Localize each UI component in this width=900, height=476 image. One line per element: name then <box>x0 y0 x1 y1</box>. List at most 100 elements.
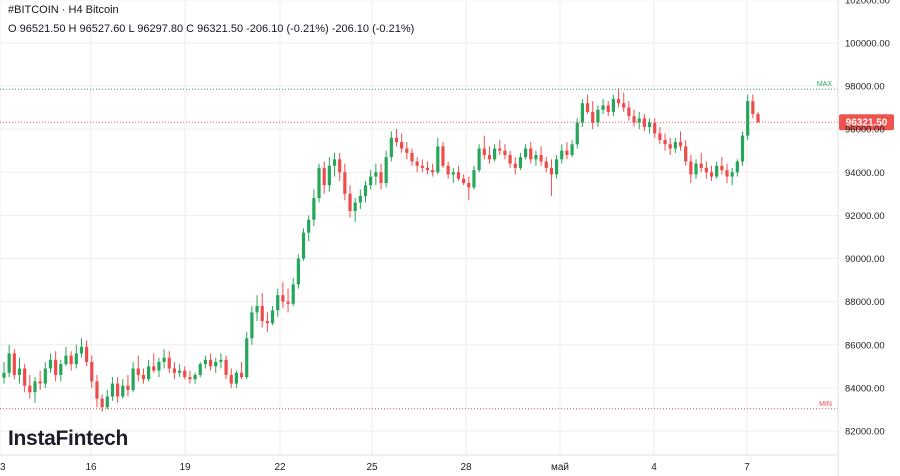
candle-body <box>673 142 677 149</box>
candle-body <box>534 155 538 160</box>
candle-body <box>585 103 590 112</box>
candle-body <box>529 148 533 160</box>
candle-body <box>616 98 621 104</box>
candle-body <box>229 374 233 384</box>
y-tick-label: 100000.00 <box>845 38 890 49</box>
candle-body <box>208 359 213 367</box>
candle-body <box>647 122 652 127</box>
candle-body <box>394 137 399 143</box>
candle-body <box>694 163 698 175</box>
candle-body <box>147 366 151 380</box>
candle-body <box>689 161 693 175</box>
candle-body <box>456 172 461 179</box>
y-tick-label: 92000.00 <box>845 211 885 222</box>
candle-body <box>332 159 337 166</box>
candle-body <box>627 107 631 117</box>
candle-body <box>131 368 135 391</box>
candle-body <box>493 148 497 160</box>
candle-body <box>446 165 450 175</box>
candle-body <box>152 366 156 371</box>
candle-body <box>7 353 11 373</box>
candle-body <box>121 385 125 397</box>
x-tick-label: 19 <box>179 462 191 473</box>
candle-body <box>167 357 171 369</box>
candle-body <box>363 185 368 196</box>
candle-body <box>296 258 300 285</box>
y-tick-label: 82000.00 <box>845 427 885 438</box>
candle-body <box>400 142 404 149</box>
candle-body <box>343 172 347 194</box>
candle-body <box>90 362 94 382</box>
candle-body <box>234 372 238 384</box>
last-price-label: 96321.50 <box>846 118 888 129</box>
candle-body <box>746 101 750 136</box>
candle-body <box>663 139 667 145</box>
candle-body <box>245 338 249 378</box>
candle-body <box>64 355 68 365</box>
candle-body <box>69 355 73 365</box>
candle-body <box>472 170 476 188</box>
x-tick-label: 22 <box>274 462 286 473</box>
separator-dot: · <box>61 4 66 16</box>
x-tick-label: 4 <box>651 462 657 473</box>
candle-body <box>162 357 166 362</box>
candle-body <box>601 105 605 110</box>
candle-body <box>74 353 78 365</box>
candle-body <box>684 146 688 162</box>
candle-body <box>580 103 585 123</box>
last-price-badge <box>839 114 894 131</box>
candle-body <box>410 152 414 162</box>
candle-body <box>730 172 734 177</box>
candle-body <box>38 381 42 384</box>
candle-body <box>214 362 218 367</box>
min-line-label: MIN <box>819 401 832 408</box>
candle-body <box>668 144 672 149</box>
candle-body <box>198 364 202 375</box>
x-tick-label: 7 <box>744 462 750 473</box>
candle-body <box>498 148 502 151</box>
candle-body <box>704 167 708 173</box>
candle-body <box>54 359 58 375</box>
candle-body <box>539 155 543 162</box>
symbol-label: #BITCOIN <box>8 4 59 16</box>
candle-body <box>508 155 512 164</box>
candle-body <box>95 381 99 399</box>
candle-body <box>79 346 84 354</box>
candle-body <box>141 374 146 380</box>
timeframe-label: H4 <box>68 4 83 16</box>
y-tick-label: 98000.00 <box>845 82 885 93</box>
candle-body <box>374 172 378 177</box>
candle-body <box>33 381 37 393</box>
max-line-label: MAX <box>817 81 833 88</box>
candle-body <box>560 150 564 160</box>
candle-body <box>441 146 445 166</box>
candle-body <box>23 368 27 386</box>
candle-body <box>28 385 32 393</box>
y-tick-label: 94000.00 <box>845 168 885 179</box>
candle-body <box>188 377 192 380</box>
candle-body <box>709 172 714 177</box>
x-tick-label: 13 <box>0 462 6 473</box>
candle-body <box>239 372 244 378</box>
candle-body <box>322 167 326 186</box>
ohlc-readout: O 96521.50 H 96527.60 L 96297.80 C 96321… <box>8 23 415 35</box>
candle-body <box>611 98 615 112</box>
candle-body <box>462 178 466 184</box>
y-axis: 82000.00 84000.00 86000.00 88000.00 90000.00… <box>837 0 890 476</box>
candle-body <box>384 157 388 184</box>
candle-body <box>126 385 130 391</box>
candle-body <box>255 305 259 313</box>
candle-body <box>369 176 373 186</box>
candle-body <box>12 353 16 375</box>
candle-body <box>157 362 161 371</box>
brand-logo: InstaFintech <box>8 427 129 450</box>
candle-body <box>85 346 89 362</box>
candle-body <box>518 157 523 168</box>
candle-body <box>725 170 729 177</box>
candle-body <box>291 284 295 304</box>
candle-body <box>425 167 430 171</box>
y-tick-label: 90000.00 <box>845 254 885 265</box>
candle-body <box>172 368 177 373</box>
candle-body <box>250 312 254 339</box>
